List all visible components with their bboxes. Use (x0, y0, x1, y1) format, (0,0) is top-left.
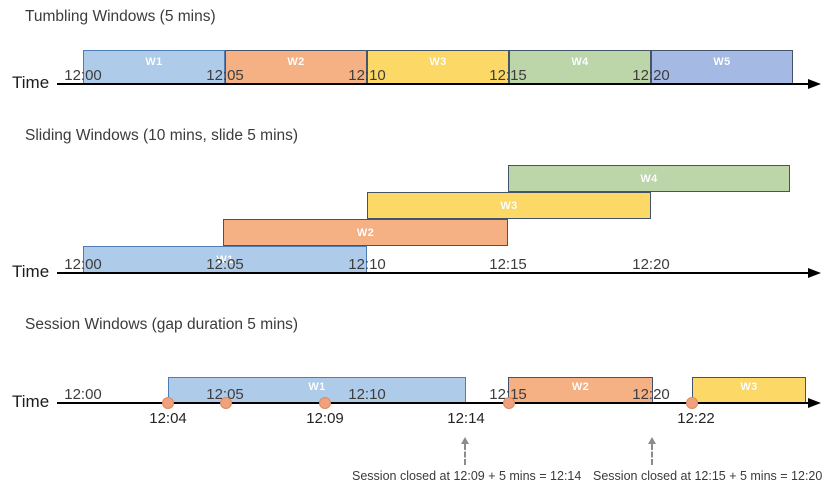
window-bar: W2 (508, 377, 653, 403)
event-dot (686, 397, 698, 409)
section-title: Tumbling Windows (5 mins) (25, 8, 216, 25)
axis-arrow-icon (808, 398, 821, 408)
dashed-arrow-line (464, 444, 466, 465)
time-axis-label: Time (12, 262, 50, 281)
window-label: W2 (287, 56, 305, 68)
tick-label: 12:20 (632, 256, 670, 273)
event-dot (503, 397, 515, 409)
tick-label: 12:15 (489, 386, 527, 403)
window-bar: W1 (83, 246, 367, 273)
window-label: W1 (216, 253, 234, 266)
window-bar: W3 (367, 192, 651, 219)
session-closed-annotation: Session closed at 12:09 + 5 mins = 12:14 (352, 469, 582, 483)
tick-label: 12:00 (64, 386, 102, 403)
window-label: W1 (308, 381, 326, 393)
session-closed-annotation: Session closed at 12:15 + 5 mins = 12:20 (593, 469, 823, 483)
tick-label: 12:10 (348, 67, 386, 84)
event-time-label: 12:04 (149, 410, 187, 427)
window-bar: W4 (508, 165, 790, 192)
axis-arrow-icon (808, 79, 821, 89)
event-time-label: 12:14 (447, 410, 485, 427)
window-label: W1 (145, 56, 163, 68)
section-title: Sliding Windows (10 mins, slide 5 mins) (25, 127, 299, 144)
tick-label: 12:00 (64, 256, 102, 273)
event-time-label: 12:22 (677, 410, 715, 427)
tick-label: 12:10 (348, 256, 386, 273)
time-axis-line (57, 402, 808, 404)
window-label: W5 (713, 56, 731, 68)
window-bar: W1 (168, 377, 466, 403)
tick-label: 12:20 (632, 386, 670, 403)
dashed-arrow-line (651, 444, 653, 465)
window-bar: W3 (367, 50, 509, 84)
time-axis-label: Time (12, 392, 50, 411)
event-time-label: 12:09 (306, 410, 344, 427)
tick-label: 12:00 (64, 67, 102, 84)
tick-label: 12:05 (206, 386, 244, 403)
time-axis-line (57, 83, 808, 85)
tick-label: 12:20 (632, 67, 670, 84)
axis-arrow-icon (808, 268, 821, 278)
window-label: W2 (356, 226, 375, 239)
dashed-arrow-icon (648, 437, 656, 444)
time-axis-line (57, 272, 808, 274)
tick-label: 12:05 (206, 256, 244, 273)
window-label: W4 (571, 56, 589, 68)
window-bar: W4 (509, 50, 651, 84)
dashed-arrow-icon (461, 437, 469, 444)
event-dot (319, 397, 331, 409)
tick-label: 12:10 (348, 386, 386, 403)
tick-label: 12:15 (489, 256, 527, 273)
window-bar: W3 (692, 377, 806, 403)
tick-label: 12:15 (489, 67, 527, 84)
window-label: W4 (640, 172, 658, 185)
time-axis-label: Time (12, 73, 50, 92)
window-bar: W1 (83, 50, 225, 84)
section-title: Session Windows (gap duration 5 mins) (25, 316, 299, 333)
window-bar: W2 (225, 50, 367, 84)
tick-label: 12:05 (206, 67, 244, 84)
window-label: W3 (740, 381, 758, 393)
window-bar: W2 (223, 219, 508, 246)
event-dot (162, 397, 174, 409)
window-label: W2 (571, 381, 590, 393)
window-label: W3 (429, 56, 447, 68)
event-dot (220, 397, 232, 409)
window-bar: W5 (651, 50, 793, 84)
window-label: W3 (500, 199, 518, 212)
